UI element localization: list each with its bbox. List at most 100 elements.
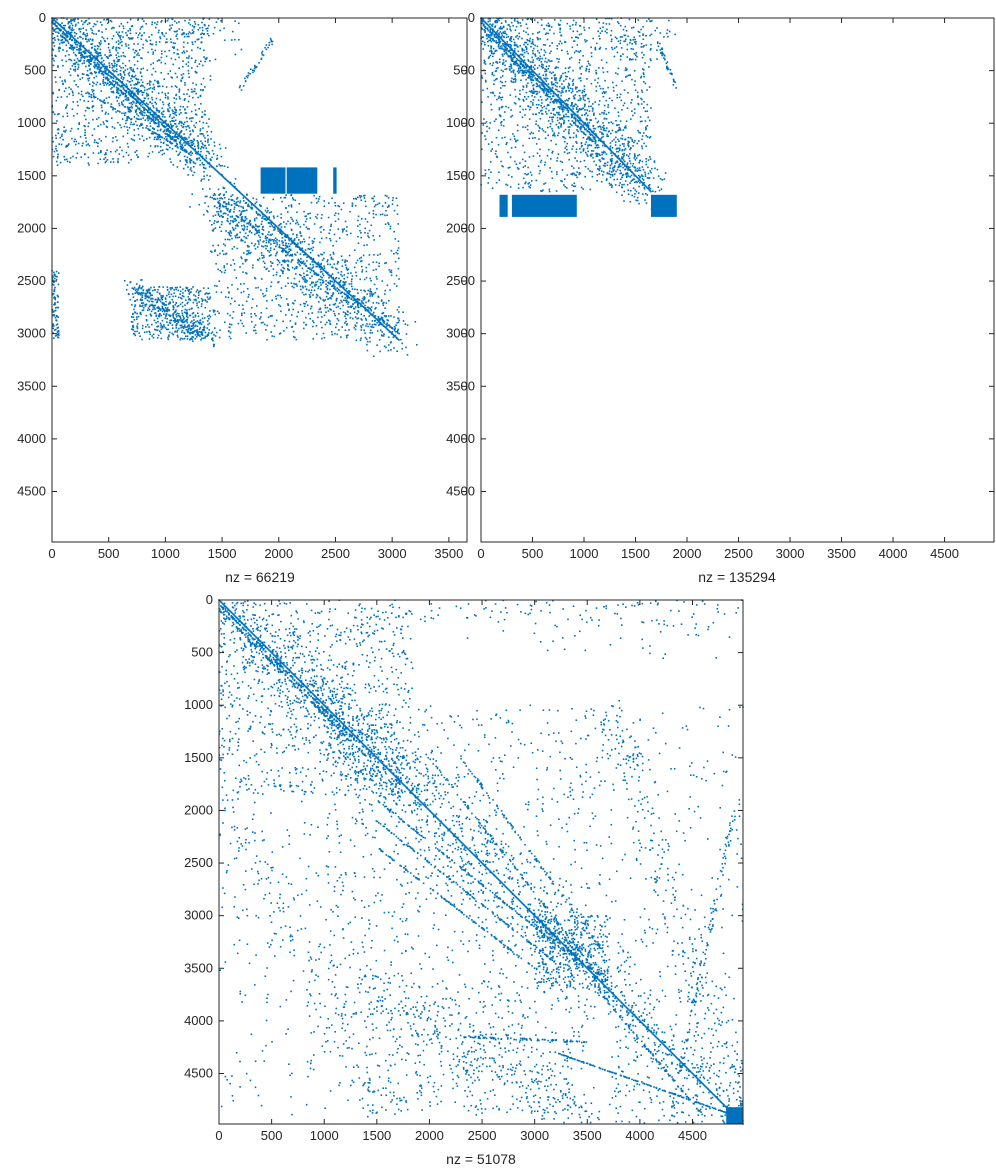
cluster-point (157, 31, 160, 34)
band-point (62, 31, 64, 33)
cluster-point (199, 322, 202, 324)
cluster-point (213, 193, 216, 195)
cluster-point (377, 317, 380, 319)
cluster-point (217, 220, 219, 223)
cluster-point (185, 143, 187, 145)
cluster-point (188, 293, 190, 295)
cluster-point (185, 125, 187, 128)
cluster-point (66, 104, 68, 106)
cluster-point (128, 108, 131, 111)
cluster-point (390, 271, 393, 274)
cluster-point (137, 127, 139, 130)
cluster-point (90, 60, 92, 62)
cluster-point (195, 321, 197, 323)
cluster-point (189, 130, 191, 132)
cluster-point (195, 299, 197, 302)
cluster-point (214, 194, 216, 196)
band-point (225, 207, 228, 210)
cluster-point (291, 197, 294, 199)
cluster-point (182, 125, 185, 128)
cluster-point (140, 68, 142, 70)
cluster-point (107, 82, 109, 84)
cluster-point (135, 120, 137, 123)
cluster-point (127, 293, 130, 295)
cluster-point (321, 237, 323, 240)
diagonal-point (136, 96, 138, 98)
cluster-point (359, 278, 361, 281)
cluster-point (206, 195, 208, 198)
cluster-point (137, 88, 139, 91)
cluster-point (107, 57, 109, 60)
cluster-point (330, 225, 332, 227)
cluster-point (108, 96, 110, 99)
cluster-point (95, 50, 97, 52)
band-point (119, 111, 121, 113)
diagonal-point (158, 116, 160, 119)
diagonal-point (270, 220, 273, 223)
cluster-point (157, 80, 159, 82)
band-point (154, 118, 157, 120)
cluster-point (104, 113, 107, 115)
cluster-point (71, 19, 74, 21)
cluster-point (118, 47, 121, 50)
cluster-point (139, 299, 142, 301)
cluster-point (160, 324, 162, 326)
cluster-point (293, 268, 296, 270)
cluster-point (386, 319, 388, 321)
cluster-point (374, 319, 376, 322)
cluster-point (305, 293, 307, 296)
cluster-point (71, 46, 74, 49)
cluster-point (174, 140, 176, 142)
diagonal-point (145, 104, 147, 106)
cluster-point (147, 103, 149, 106)
cluster-point (277, 228, 279, 230)
cluster-point (315, 296, 318, 299)
cluster-point (187, 72, 190, 75)
cluster-point (377, 254, 379, 256)
cluster-point (52, 276, 54, 278)
band-point (250, 68, 252, 70)
cluster-point (119, 124, 121, 126)
band-point (221, 204, 224, 207)
cluster-point (70, 20, 72, 23)
cluster-point (236, 247, 239, 250)
cluster-point (152, 116, 155, 119)
cluster-point (223, 265, 225, 267)
cluster-point (223, 271, 226, 274)
cluster-point (372, 213, 375, 215)
cluster-point (77, 68, 79, 70)
cluster-point (196, 38, 199, 41)
cluster-point (199, 319, 202, 321)
cluster-point (208, 152, 211, 155)
cluster-point (233, 269, 236, 271)
cluster-point (216, 154, 219, 157)
cluster-point (82, 23, 84, 26)
cluster-point (181, 33, 183, 36)
cluster-point (106, 66, 108, 69)
cluster-point (106, 159, 109, 161)
cluster-point (380, 300, 383, 302)
cluster-point (321, 326, 323, 329)
cluster-point (208, 318, 210, 320)
cluster-point (74, 25, 77, 27)
cluster-point (156, 21, 159, 23)
cluster-point (179, 141, 181, 143)
cluster-point (363, 315, 365, 317)
cluster-point (311, 242, 314, 245)
cluster-point (166, 286, 169, 288)
cluster-point (136, 291, 138, 293)
cluster-point (200, 305, 203, 308)
cluster-point (203, 171, 205, 173)
cluster-point (324, 306, 327, 309)
cluster-point (228, 198, 230, 201)
cluster-point (346, 297, 349, 299)
cluster-point (96, 47, 99, 50)
cluster-point (361, 319, 363, 321)
cluster-point (63, 27, 66, 29)
cluster-point (321, 270, 323, 273)
cluster-point (240, 220, 243, 222)
cluster-point (183, 321, 185, 324)
band-point (288, 239, 291, 242)
band-point (377, 315, 380, 318)
diagonal-point (334, 280, 337, 282)
